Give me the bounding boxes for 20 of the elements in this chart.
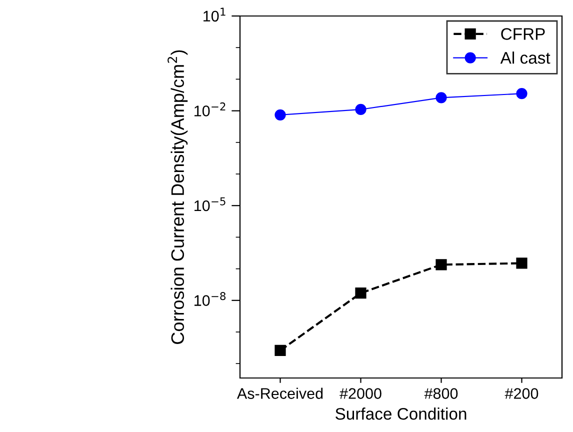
point	[516, 88, 528, 100]
point	[436, 259, 447, 270]
x-tick-label: As-Received	[236, 388, 323, 399]
point	[274, 109, 286, 120]
legend-label: Al cast	[500, 52, 550, 64]
point	[355, 288, 366, 299]
x-axis-title: Surface Condition	[336, 408, 466, 420]
y-tick-label: 10$^{−5}$	[194, 197, 226, 212]
x-tick-label: #200	[504, 388, 538, 399]
y-axis-title: Corrosion Current Density(Amp/cm$^{2}$)	[168, 50, 188, 344]
x-tick-label: #800	[424, 388, 458, 399]
point	[436, 92, 447, 104]
y-tick-label: 10$^{1}$	[204, 8, 226, 22]
point	[355, 104, 366, 116]
y-tick-label: 10$^{−2}$	[194, 102, 226, 116]
y-tick-label: 10$^{−8}$	[194, 292, 226, 306]
point	[274, 344, 286, 356]
point	[516, 258, 528, 269]
x-tick-label: #2000	[340, 388, 382, 399]
legend-label: CFRP	[501, 28, 545, 40]
